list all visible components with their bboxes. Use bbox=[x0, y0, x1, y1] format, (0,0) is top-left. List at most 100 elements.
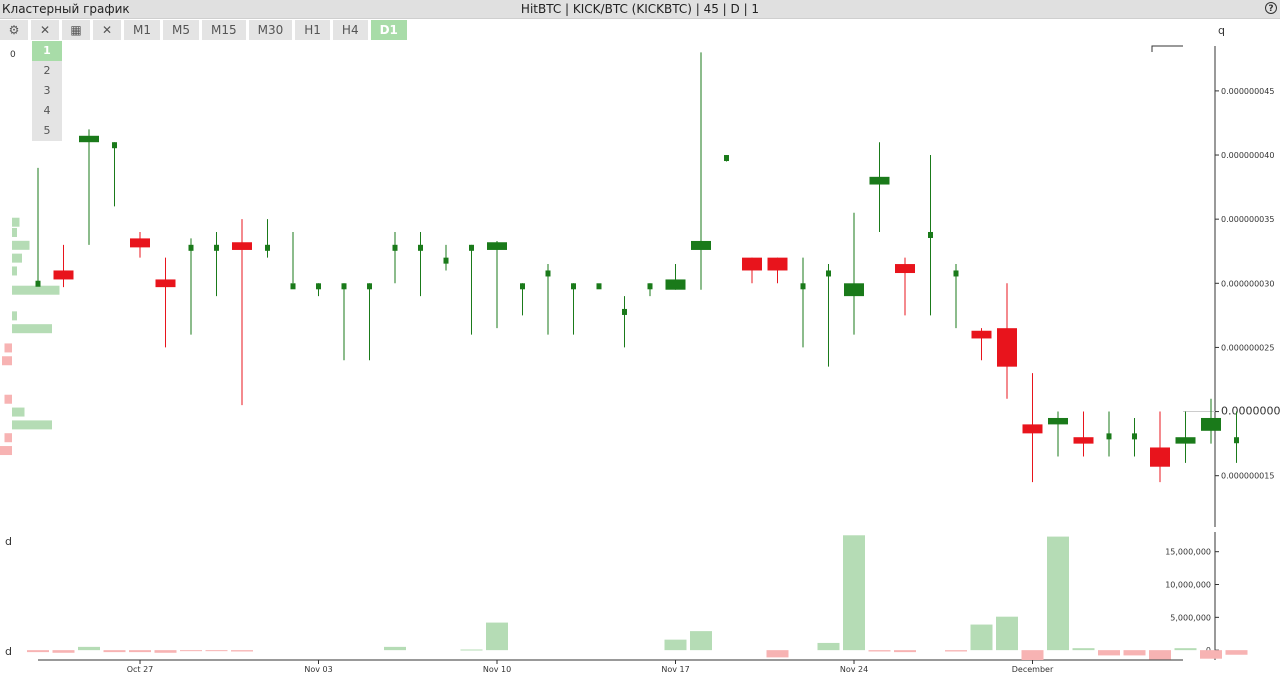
symbol-title: HitBTC | KICK/BTC (KICKBTC) | 45 | D | 1 bbox=[520, 2, 760, 16]
candle-body bbox=[826, 270, 831, 277]
settings-gear-icon[interactable]: ⚙ bbox=[0, 20, 28, 40]
volume-profile-bar bbox=[12, 285, 60, 295]
candle-body bbox=[367, 283, 372, 290]
price-tick-label: 0.000000015 bbox=[1221, 472, 1274, 481]
volume-profile-bar bbox=[4, 394, 12, 404]
volume-bar bbox=[1123, 650, 1146, 656]
volume-bar bbox=[129, 650, 151, 653]
date-tick-label: Nov 17 bbox=[661, 665, 689, 674]
timeframe-m15[interactable]: M15 bbox=[202, 20, 246, 40]
dropdown-option-3[interactable]: 3 bbox=[43, 84, 51, 97]
volume-bar bbox=[1072, 648, 1095, 651]
candle-body bbox=[130, 238, 150, 248]
price-axis-label: q bbox=[1218, 24, 1225, 37]
candle-body bbox=[800, 283, 806, 290]
candle-body bbox=[596, 283, 602, 290]
volume-bar bbox=[1047, 536, 1069, 651]
candle-body bbox=[1132, 433, 1137, 440]
candle-body bbox=[869, 176, 890, 185]
volume-bar bbox=[817, 642, 840, 651]
close-icon[interactable]: ✕ bbox=[31, 20, 59, 40]
volume-profile-bar bbox=[2, 356, 12, 366]
dropdown-option-5[interactable]: 5 bbox=[43, 124, 51, 137]
candle-body bbox=[665, 279, 686, 290]
dropdown-option-2[interactable]: 2 bbox=[43, 64, 51, 77]
volume-profile-bar bbox=[12, 253, 22, 263]
volume-bar bbox=[180, 650, 202, 652]
candle-body bbox=[418, 244, 423, 251]
date-tick-label: Nov 10 bbox=[483, 665, 511, 674]
volume-bar bbox=[460, 649, 483, 651]
volume-bar bbox=[996, 616, 1018, 651]
timeframe-d1[interactable]: D1 bbox=[370, 20, 407, 40]
candle-body bbox=[341, 283, 347, 290]
candle-body bbox=[953, 270, 959, 277]
date-tick-label: December bbox=[1012, 665, 1054, 674]
volume-bar bbox=[205, 650, 228, 652]
candle-body bbox=[316, 283, 321, 290]
dropdown-option-4[interactable]: 4 bbox=[43, 104, 51, 117]
price-tick-label: 0.0000000020 bbox=[1221, 405, 1280, 418]
candle-body bbox=[1175, 437, 1196, 444]
candle-body bbox=[571, 283, 576, 290]
price-axis-bracket bbox=[1151, 45, 1183, 52]
candle-body bbox=[290, 283, 296, 290]
candle-body bbox=[742, 257, 762, 271]
timeframe-h1[interactable]: H1 bbox=[295, 20, 330, 40]
volume-bar bbox=[52, 650, 75, 653]
volume-profile-bar bbox=[12, 420, 52, 430]
candle-body bbox=[1073, 437, 1094, 444]
cluster-size-dropdown[interactable]: 1 2 3 4 5 bbox=[32, 41, 62, 141]
timeframe-m30[interactable]: M30 bbox=[248, 20, 293, 40]
volume-bar bbox=[1149, 650, 1171, 660]
timeframe-m1[interactable]: M1 bbox=[124, 20, 160, 40]
volume-profile-bar bbox=[12, 227, 17, 237]
price-tick-label: 0.000000030 bbox=[1221, 279, 1274, 288]
volume-bar bbox=[1225, 650, 1248, 655]
candle-body bbox=[1106, 433, 1112, 440]
app-title: Кластерный график bbox=[2, 2, 130, 16]
volume-bar bbox=[154, 650, 177, 653]
volume-tick-label: 5,000,000 bbox=[1170, 613, 1211, 622]
calendar-icon[interactable]: ▦ bbox=[62, 20, 90, 40]
volume-profile-bar bbox=[4, 343, 12, 353]
candle-body bbox=[469, 244, 474, 251]
volume-bar bbox=[894, 650, 916, 653]
volume-bar bbox=[486, 622, 508, 651]
dropdown-option-1[interactable]: 1 bbox=[32, 41, 62, 61]
candle-body bbox=[1201, 417, 1221, 431]
volume-bar bbox=[1021, 650, 1044, 660]
volume-profile-bar bbox=[12, 311, 17, 321]
candle-body bbox=[1048, 417, 1068, 425]
candle-body bbox=[232, 242, 252, 250]
date-tick-label: Oct 27 bbox=[127, 665, 154, 674]
candle-body bbox=[895, 264, 915, 274]
timeframe-h4[interactable]: H4 bbox=[332, 20, 368, 40]
candle-body bbox=[487, 242, 507, 250]
timeframe-m5[interactable]: M5 bbox=[163, 20, 199, 40]
volume-bar bbox=[664, 639, 687, 651]
title-bar: Кластерный график HitBTC | KICK/BTC (KIC… bbox=[0, 0, 1280, 19]
pane-label-top: d bbox=[5, 535, 12, 548]
help-icon[interactable]: ? bbox=[1265, 2, 1277, 14]
candle-body bbox=[767, 257, 788, 271]
close-icon-2[interactable]: ✕ bbox=[93, 20, 121, 40]
candle-body bbox=[79, 135, 99, 143]
candle-body bbox=[928, 231, 933, 238]
profile-zero-label: 0 bbox=[10, 50, 16, 60]
volume-profile-bar bbox=[4, 433, 12, 443]
volume-profile-bar bbox=[0, 446, 12, 456]
price-tick-label: 0.000000045 bbox=[1221, 87, 1274, 96]
date-tick-label: Nov 03 bbox=[304, 665, 332, 674]
candle-body bbox=[997, 328, 1017, 367]
price-tick-label: 0.000000035 bbox=[1221, 215, 1274, 224]
volume-bar bbox=[384, 646, 406, 651]
candle-body bbox=[622, 308, 627, 315]
candle-body bbox=[724, 155, 729, 162]
candle-body bbox=[214, 244, 219, 251]
volume-bar bbox=[231, 650, 253, 652]
candle-body bbox=[520, 283, 525, 290]
volume-profile-bar bbox=[12, 407, 25, 417]
volume-bar bbox=[1200, 650, 1222, 659]
